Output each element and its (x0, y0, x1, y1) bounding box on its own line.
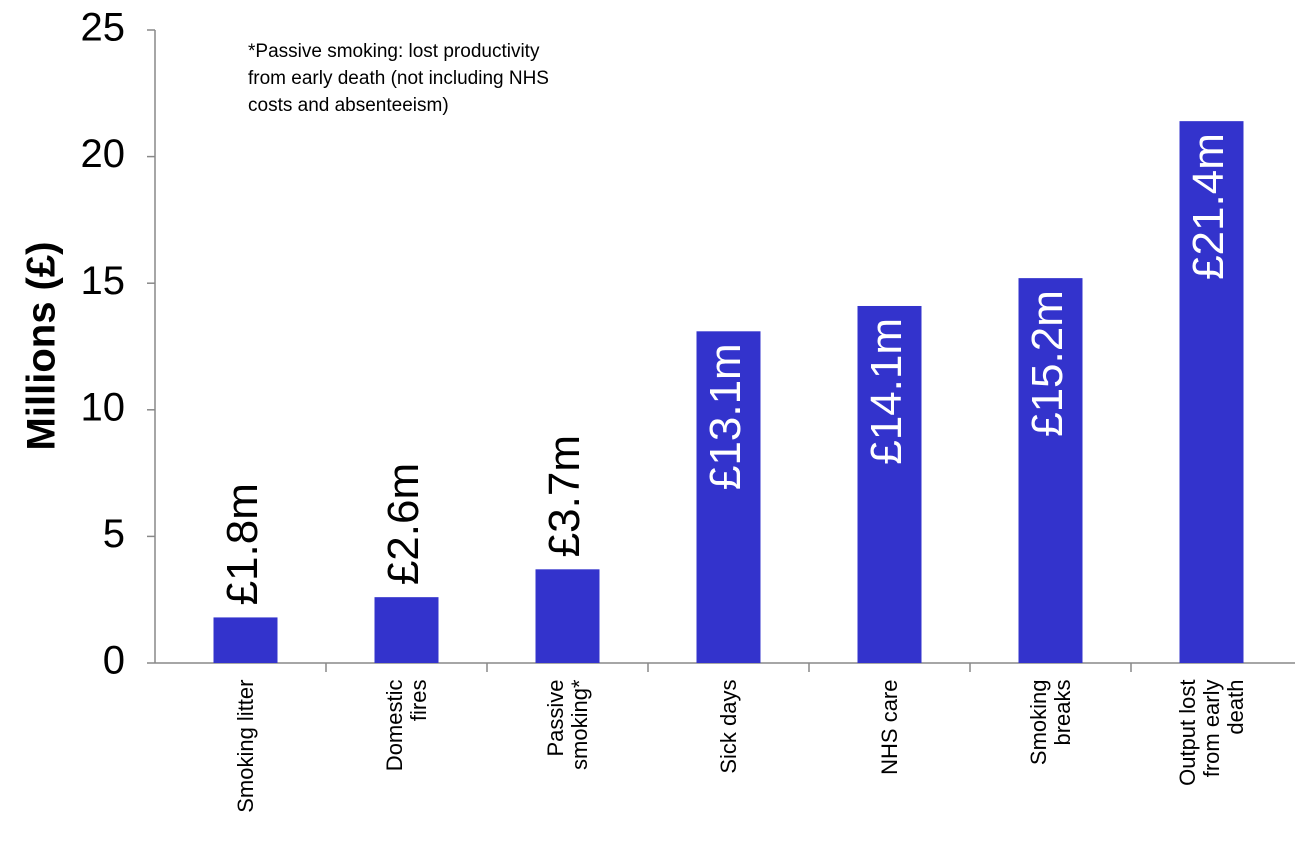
y-tick-label: 15 (81, 259, 126, 303)
annotation: *Passive smoking: lost productivity from… (248, 41, 549, 116)
value-label: £3.7m (540, 435, 589, 557)
value-label: £1.8m (218, 483, 267, 605)
bar (696, 331, 761, 663)
x-tick-label: Sick days (715, 679, 741, 774)
y-tick-label: 0 (103, 639, 125, 683)
y-tick-label: 5 (103, 512, 125, 556)
bar (1179, 121, 1244, 664)
x-tick-label: Passive smoking* (542, 679, 592, 770)
x-tick-label: Smoking breaks (1025, 679, 1075, 766)
value-label: £21.4m (1184, 133, 1233, 280)
value-label: £2.6m (379, 463, 428, 585)
value-label: £13.1m (701, 343, 750, 490)
x-tick-label: NHS care (876, 679, 902, 775)
bar (374, 597, 439, 663)
bar (857, 305, 922, 663)
y-tick-label: 25 (81, 6, 126, 50)
y-tick-label: 20 (81, 132, 126, 176)
bar (213, 617, 278, 663)
x-tick-label: Output lost from early death (1174, 679, 1248, 786)
x-tick-label: Smoking litter (232, 679, 258, 813)
value-label: £14.1m (862, 318, 911, 465)
y-axis-label: Millions (£) (20, 242, 64, 451)
value-label: £15.2m (1023, 290, 1072, 437)
y-tick-label: 10 (81, 385, 126, 429)
bar (535, 569, 600, 663)
bar (1018, 278, 1083, 663)
x-tick-label: Domestic fires (381, 679, 431, 772)
